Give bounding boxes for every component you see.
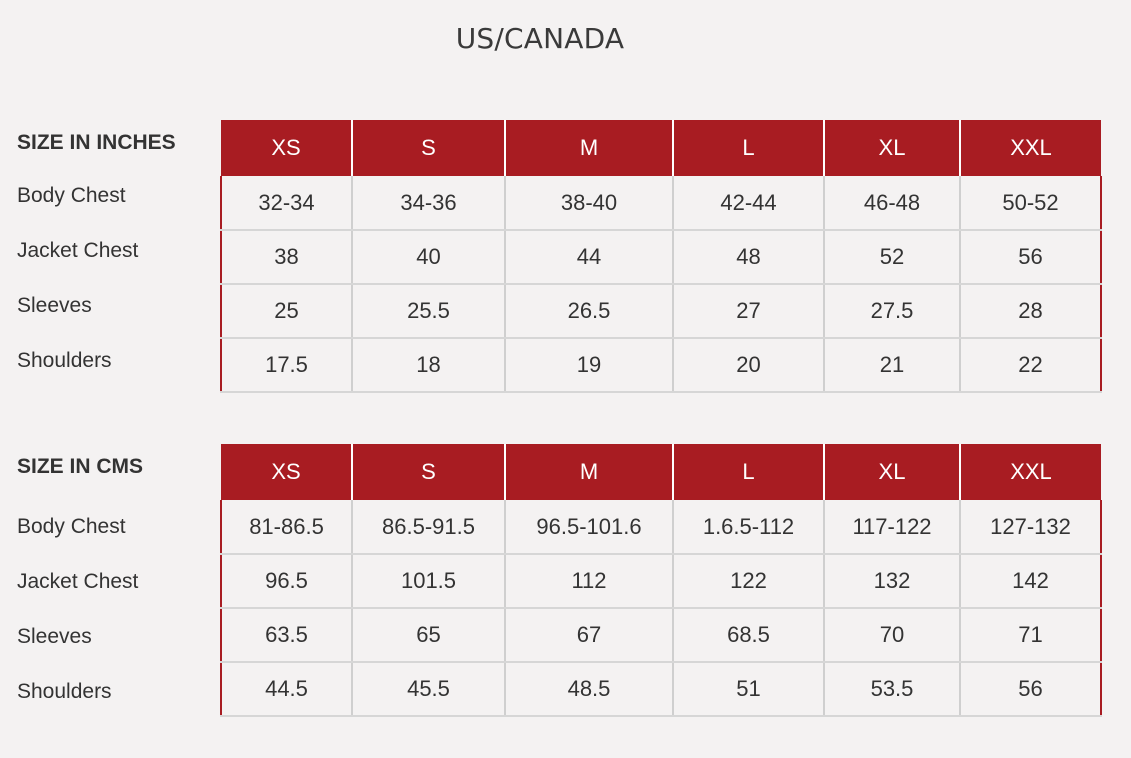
table-row: 44.5 45.5 48.5 51 53.5 56 xyxy=(220,662,1102,717)
table-cell: 71 xyxy=(959,608,1102,663)
size-header-xxl: XXL xyxy=(959,444,1101,500)
table-cell: 38-40 xyxy=(504,176,673,231)
table-cell: 70 xyxy=(823,608,960,663)
table-cell: 53.5 xyxy=(823,662,960,717)
table-cell: 17.5 xyxy=(220,338,352,393)
table-row: 96.5 101.5 112 122 132 142 xyxy=(220,554,1102,609)
size-header-m: M xyxy=(504,120,673,176)
size-header-xl: XL xyxy=(823,120,960,176)
table-cell: 86.5-91.5 xyxy=(351,500,505,555)
table-cell: 44.5 xyxy=(220,662,352,717)
table-cell: 1.6.5-112 xyxy=(672,500,824,555)
table-cell: 48.5 xyxy=(504,662,673,717)
table-row: 63.5 65 67 68.5 70 71 xyxy=(220,608,1102,663)
table-cell: 52 xyxy=(823,230,960,285)
row-label-jacket-chest: Jacket Chest xyxy=(17,239,139,262)
table-cell: 25.5 xyxy=(351,284,505,339)
size-header-xxl: XXL xyxy=(959,120,1101,176)
table-cell: 27.5 xyxy=(823,284,960,339)
table-cell: 42-44 xyxy=(672,176,824,231)
table-cell: 27 xyxy=(672,284,824,339)
table-cell: 22 xyxy=(959,338,1102,393)
table-cell: 19 xyxy=(504,338,673,393)
table-cell: 101.5 xyxy=(351,554,505,609)
table-row: 38 40 44 48 52 56 xyxy=(220,230,1102,285)
table-cell: 56 xyxy=(959,662,1102,717)
table-cell: 32-34 xyxy=(220,176,352,231)
table-cell: 50-52 xyxy=(959,176,1102,231)
table-cell: 142 xyxy=(959,554,1102,609)
size-header-xs: XS xyxy=(221,444,352,500)
table-cell: 67 xyxy=(504,608,673,663)
size-header-row: XS S M L XL XXL xyxy=(221,120,1101,176)
size-header-m: M xyxy=(504,444,673,500)
table-cell: 51 xyxy=(672,662,824,717)
table-cell: 48 xyxy=(672,230,824,285)
table-cell: 65 xyxy=(351,608,505,663)
table-cell: 40 xyxy=(351,230,505,285)
section-heading-cms: SIZE IN CMS xyxy=(17,455,144,478)
table-row: 25 25.5 26.5 27 27.5 28 xyxy=(220,284,1102,339)
row-label-body-chest: Body Chest xyxy=(17,515,126,538)
table-cell: 21 xyxy=(823,338,960,393)
table-cell: 81-86.5 xyxy=(220,500,352,555)
row-label-body-chest: Body Chest xyxy=(17,184,126,207)
table-row: 81-86.5 86.5-91.5 96.5-101.6 1.6.5-112 1… xyxy=(220,500,1102,555)
table-cell: 112 xyxy=(504,554,673,609)
table-cell: 26.5 xyxy=(504,284,673,339)
table-row: 17.5 18 19 20 21 22 xyxy=(220,338,1102,393)
table-cell: 63.5 xyxy=(220,608,352,663)
section-heading-inches: SIZE IN INCHES xyxy=(17,131,176,154)
table-cell: 132 xyxy=(823,554,960,609)
table-cell: 34-36 xyxy=(351,176,505,231)
row-label-sleeves: Sleeves xyxy=(17,294,92,317)
table-cell: 38 xyxy=(220,230,352,285)
size-table-inches: XS S M L XL XXL 32-34 34-36 38-40 42-44 … xyxy=(220,120,1102,393)
size-header-l: L xyxy=(672,444,824,500)
table-cell: 45.5 xyxy=(351,662,505,717)
size-header-l: L xyxy=(672,120,824,176)
size-header-s: S xyxy=(351,120,505,176)
size-header-s: S xyxy=(351,444,505,500)
size-header-row: XS S M L XL XXL xyxy=(221,444,1101,500)
size-table-cms: XS S M L XL XXL 81-86.5 86.5-91.5 96.5-1… xyxy=(220,444,1102,717)
table-cell: 20 xyxy=(672,338,824,393)
size-header-xs: XS xyxy=(221,120,352,176)
table-cell: 122 xyxy=(672,554,824,609)
table-row: 32-34 34-36 38-40 42-44 46-48 50-52 xyxy=(220,176,1102,231)
table-cell: 28 xyxy=(959,284,1102,339)
table-cell: 117-122 xyxy=(823,500,960,555)
table-cell: 96.5-101.6 xyxy=(504,500,673,555)
page-title: US/CANADA xyxy=(455,22,625,55)
table-cell: 96.5 xyxy=(220,554,352,609)
table-cell: 127-132 xyxy=(959,500,1102,555)
table-cell: 25 xyxy=(220,284,352,339)
table-cell: 56 xyxy=(959,230,1102,285)
row-label-sleeves: Sleeves xyxy=(17,625,92,648)
row-label-jacket-chest: Jacket Chest xyxy=(17,570,139,593)
table-cell: 18 xyxy=(351,338,505,393)
row-label-shoulders: Shoulders xyxy=(17,680,112,703)
table-cell: 46-48 xyxy=(823,176,960,231)
row-label-shoulders: Shoulders xyxy=(17,349,112,372)
size-header-xl: XL xyxy=(823,444,960,500)
table-cell: 68.5 xyxy=(672,608,824,663)
table-cell: 44 xyxy=(504,230,673,285)
